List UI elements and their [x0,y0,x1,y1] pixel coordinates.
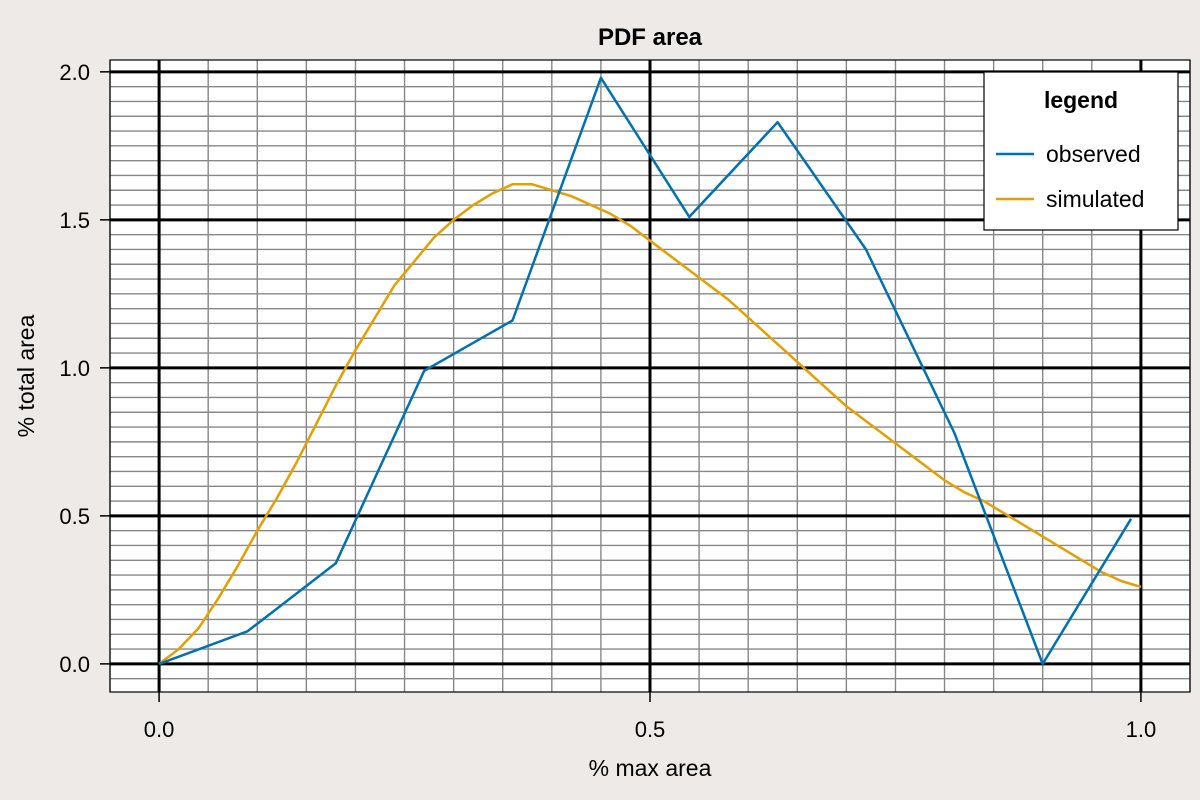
series-layer [158,76,1142,666]
y-tick-label: 1.0 [59,356,90,381]
y-axis-label: % total area [13,314,39,437]
y-axis-ticks: 0.0 0.5 1.0 1.5 2.0 [59,60,110,677]
y-tick-label: 0.5 [59,504,90,529]
y-tick-label: 0.0 [59,652,90,677]
x-axis-label: % max area [589,755,712,781]
x-tick-label: 1.0 [1126,717,1157,742]
x-tick-label: 0.5 [635,717,666,742]
chart-title: PDF area [598,24,703,51]
legend-box [983,71,1179,231]
legend-label-observed: observed [1046,141,1141,167]
y-tick-label: 1.5 [59,208,90,233]
x-tick-label: 0.0 [144,717,175,742]
legend-title: legend [1044,87,1118,113]
series-line-simulated [158,183,1142,665]
y-tick-label: 2.0 [59,60,90,85]
legend: legend observed simulated [983,71,1179,231]
series-line-observed [158,76,1133,666]
legend-label-simulated: simulated [1046,186,1144,212]
x-axis-ticks: 0.0 0.5 1.0 [144,692,1156,742]
